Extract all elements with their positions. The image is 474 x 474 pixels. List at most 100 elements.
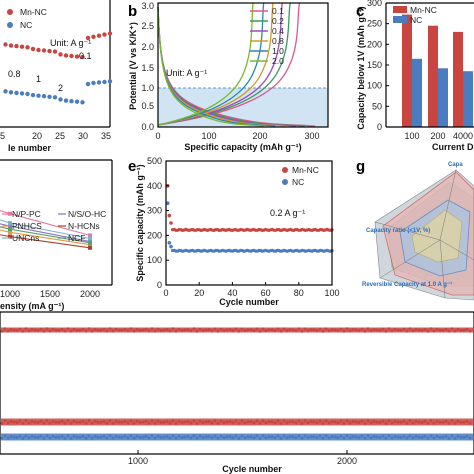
data-point (111, 436, 115, 440)
data-point (213, 419, 217, 423)
legend-mn-nc: Mn-NC (20, 7, 47, 17)
data-point (438, 435, 442, 439)
data-point (342, 436, 346, 440)
data-point (219, 419, 223, 423)
data-point (107, 79, 113, 84)
data-point (25, 45, 30, 50)
legend-nc: NC (20, 20, 32, 30)
data-point (126, 421, 130, 425)
data-point (420, 328, 424, 332)
data-point (414, 434, 418, 438)
data-point (42, 436, 46, 440)
data-point (303, 327, 307, 331)
y-tick: 500 (147, 156, 162, 166)
data-point (85, 35, 91, 41)
data-point (147, 421, 151, 425)
data-point (36, 47, 41, 53)
data-point (393, 419, 397, 423)
data-point (150, 434, 154, 438)
data-point (141, 328, 145, 332)
data-point (195, 421, 199, 425)
data-point (348, 329, 352, 333)
data-point (414, 327, 418, 331)
x-tick: 25 (55, 131, 65, 141)
data-point (405, 436, 409, 440)
data-point (105, 436, 109, 440)
data-point (141, 435, 145, 439)
data-point (183, 435, 187, 439)
data-point (45, 419, 49, 423)
data-point (288, 420, 292, 424)
legend-swatch-mn-nc (393, 6, 407, 13)
data-point (348, 421, 352, 425)
data-point (150, 327, 154, 331)
data-point (3, 434, 7, 438)
data-point (88, 236, 92, 241)
data-point (348, 436, 352, 440)
data-point (306, 421, 310, 425)
radar-axis-label: Capa (448, 162, 463, 168)
data-point (88, 240, 92, 245)
data-point (423, 434, 427, 438)
data-point (9, 328, 13, 331)
charge-curve (157, 2, 254, 126)
data-point (63, 436, 67, 440)
y-tick: 100 (147, 255, 162, 265)
data-point (90, 436, 94, 440)
data-point (279, 421, 283, 425)
data-point (465, 327, 469, 331)
data-point (69, 99, 74, 104)
x-tick: 35 (101, 131, 111, 141)
data-point (87, 419, 91, 423)
data-point (375, 420, 379, 424)
panel-label-c: c (356, 3, 364, 20)
data-point (453, 329, 457, 333)
data-point (57, 420, 61, 424)
legend-mn-nc: Mn-NC (410, 5, 437, 15)
legend-label: UNCns (12, 233, 39, 243)
data-point (8, 221, 12, 225)
data-point (123, 419, 127, 423)
data-point (0, 436, 4, 440)
data-point (450, 434, 454, 438)
data-point (30, 46, 36, 52)
data-point (312, 420, 316, 424)
data-point (69, 421, 73, 425)
data-point (390, 329, 394, 333)
data-point (117, 435, 121, 439)
data-point (81, 419, 85, 423)
data-point (177, 434, 181, 438)
x-tick: 1000 (0, 289, 20, 299)
data-point (30, 327, 34, 331)
data-point (381, 419, 385, 423)
data-point (309, 435, 313, 439)
y-axis-label: Specific capacity (mAh g⁻¹) (135, 164, 145, 281)
data-point (42, 421, 46, 425)
data-point (72, 327, 76, 331)
data-point (30, 434, 34, 438)
data-point (87, 434, 91, 438)
data-point (300, 436, 304, 440)
data-point (366, 434, 370, 438)
data-point (366, 327, 370, 331)
charge-curve (157, 2, 274, 126)
data-point (444, 419, 448, 423)
data-point (351, 435, 355, 438)
plot-frame (0, 311, 474, 455)
data-point (450, 419, 454, 423)
data-point (315, 436, 319, 440)
data-point (435, 327, 439, 331)
y-tick: 400 (147, 181, 162, 191)
data-point (72, 419, 76, 423)
data-point (294, 421, 298, 425)
data-point (402, 327, 406, 331)
data-point (231, 436, 235, 440)
y-tick: 150 (367, 60, 382, 70)
data-point (21, 421, 25, 425)
data-point (3, 327, 7, 331)
data-point (19, 44, 25, 49)
data-point (189, 436, 193, 440)
data-point (261, 419, 265, 423)
data-point (408, 434, 412, 438)
data-point (234, 327, 238, 331)
